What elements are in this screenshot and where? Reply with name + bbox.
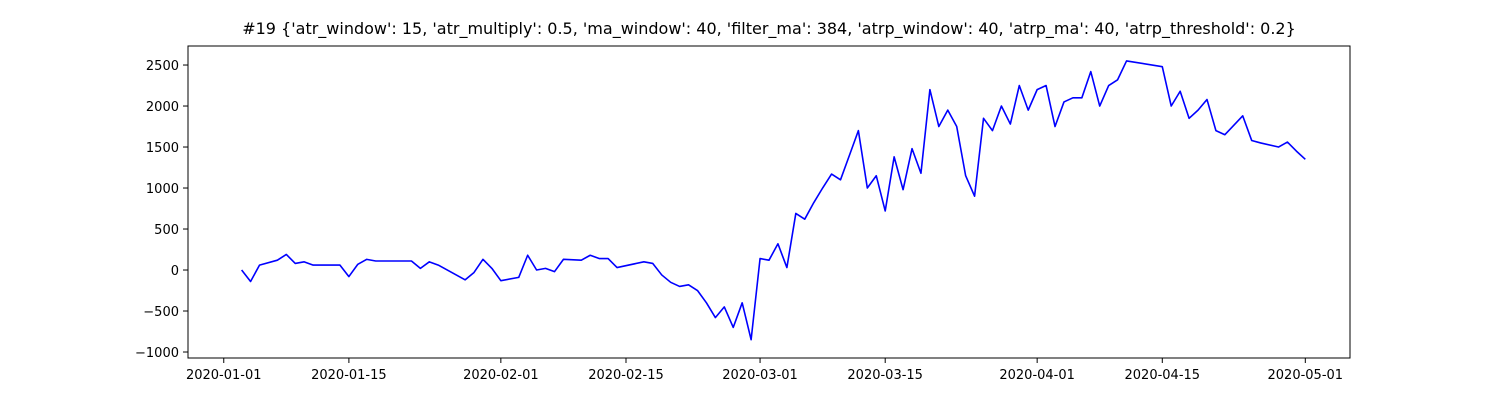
y-tick-label: −1000 <box>135 346 179 361</box>
x-tick-label: 2020-05-01 <box>1268 368 1344 383</box>
y-tick-label: −500 <box>143 305 179 320</box>
plot-frame <box>187 45 1351 359</box>
y-tick-label: 0 <box>171 264 179 279</box>
y-tick-label: 2000 <box>146 100 179 115</box>
x-tick-label: 2020-02-15 <box>588 368 664 383</box>
x-tick-label: 2020-03-01 <box>722 368 798 383</box>
y-tick-label: 500 <box>154 223 179 238</box>
x-tick-label: 2020-01-15 <box>311 368 387 383</box>
y-tick-label: 1000 <box>146 182 179 197</box>
y-tick-label: 1500 <box>146 141 179 156</box>
y-tick-label: 2500 <box>146 59 179 74</box>
x-tick-label: 2020-01-01 <box>186 368 262 383</box>
chart-title: #19 {'atr_window': 15, 'atr_multiply': 0… <box>242 19 1296 39</box>
x-tick-label: 2020-03-15 <box>847 368 923 383</box>
x-tick-label: 2020-04-01 <box>999 368 1075 383</box>
x-tick-label: 2020-02-01 <box>463 368 539 383</box>
x-tick-label: 2020-04-15 <box>1125 368 1201 383</box>
data-line <box>240 60 1306 341</box>
